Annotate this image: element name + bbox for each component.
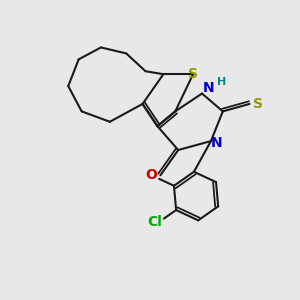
- Text: O: O: [146, 168, 158, 182]
- Text: S: S: [188, 67, 198, 81]
- Text: H: H: [217, 77, 226, 87]
- Text: S: S: [253, 97, 263, 111]
- Text: N: N: [211, 136, 223, 150]
- Text: Cl: Cl: [148, 214, 163, 229]
- Text: N: N: [203, 81, 214, 94]
